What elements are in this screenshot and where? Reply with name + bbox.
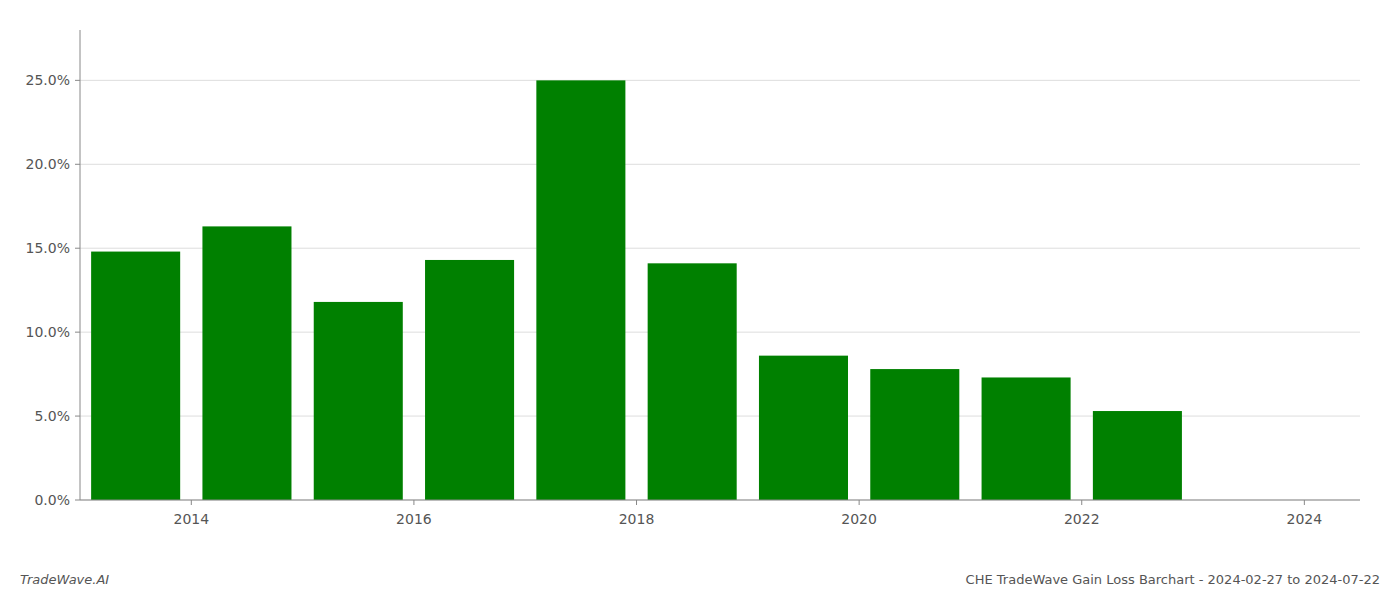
y-tick — [75, 248, 80, 249]
x-tick — [859, 500, 860, 505]
x-tick-label: 2018 — [619, 511, 655, 527]
x-tick — [191, 500, 192, 505]
bar — [870, 369, 959, 500]
y-tick — [75, 500, 80, 501]
y-axis-line — [80, 30, 81, 500]
y-tick-label: 10.0% — [26, 324, 70, 340]
x-tick — [636, 500, 637, 505]
y-tick-label: 25.0% — [26, 72, 70, 88]
x-tick-label: 2022 — [1064, 511, 1100, 527]
x-axis-line — [80, 500, 1360, 501]
x-tick-label: 2020 — [841, 511, 877, 527]
bar — [425, 260, 514, 500]
chart: 2014 2016 2018 2020 2022 2024 0.0% 5.0% 10.0% 15.… — [0, 0, 1400, 600]
y-tick-label: 5.0% — [34, 408, 70, 424]
y-tick — [75, 332, 80, 333]
footer-left: TradeWave.AI — [20, 572, 109, 587]
bar — [759, 356, 848, 500]
y-tick — [75, 164, 80, 165]
y-tick-label: 15.0% — [26, 240, 70, 256]
grid-line — [80, 500, 1360, 501]
y-tick-label: 20.0% — [26, 156, 70, 172]
x-axis: 2014 2016 2018 2020 2022 2024 — [173, 500, 1322, 527]
y-tick — [75, 80, 80, 81]
bar — [1093, 411, 1182, 500]
bar — [536, 80, 625, 500]
y-tick-label: 0.0% — [34, 492, 70, 508]
y-tick — [75, 416, 80, 417]
grid — [80, 80, 1360, 500]
bar — [648, 263, 737, 500]
footer-right: CHE TradeWave Gain Loss Barchart - 2024-… — [966, 572, 1380, 587]
bar — [982, 377, 1071, 500]
bar — [314, 302, 403, 500]
bar — [202, 226, 291, 500]
bars — [91, 80, 1182, 500]
x-tick-label: 2024 — [1287, 511, 1323, 527]
x-tick-label: 2016 — [396, 511, 432, 527]
x-tick — [1081, 500, 1082, 505]
grid-line — [80, 164, 1360, 165]
x-tick — [1304, 500, 1305, 505]
grid-line — [80, 80, 1360, 81]
y-axis: 0.0% 5.0% 10.0% 15.0% 20.0% 25.0% — [26, 72, 80, 508]
bar — [91, 252, 180, 500]
x-tick — [413, 500, 414, 505]
x-tick-label: 2014 — [173, 511, 209, 527]
